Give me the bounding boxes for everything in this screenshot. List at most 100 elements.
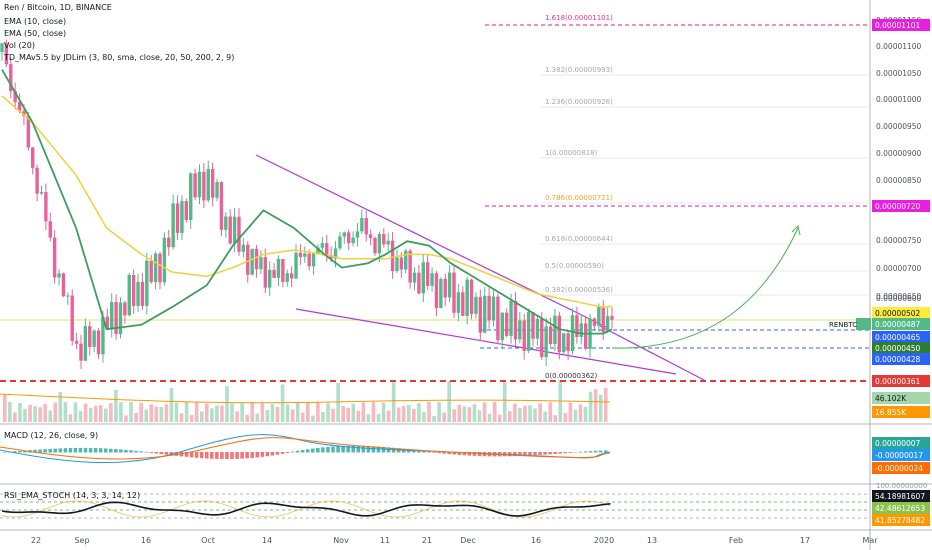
candle-body (390, 240, 395, 272)
price-tag-2: 0.00000502 (875, 309, 921, 318)
macd-histogram-bar (119, 449, 123, 453)
candle-body (158, 253, 162, 283)
macd-histogram-bar (568, 452, 573, 453)
candle-body (294, 252, 298, 279)
volume-bar (43, 403, 47, 422)
macd-value-bg (872, 462, 930, 474)
volume-bar (285, 404, 290, 422)
volume-bar (306, 402, 310, 422)
candle-body (52, 237, 57, 278)
volume-bar (316, 402, 320, 422)
candle-body (184, 201, 189, 220)
price-tag-bg (872, 353, 930, 365)
volume-bar (23, 409, 27, 422)
macd-histogram-bar (588, 451, 593, 453)
volume-bar (280, 384, 285, 422)
candle-body (232, 216, 237, 244)
macd-histogram-bar (114, 449, 118, 453)
macd-histogram-bar (290, 451, 295, 453)
volume-bar (230, 403, 234, 422)
volume-bar (73, 402, 78, 422)
price-tick-6: 0.00000850 (876, 176, 922, 185)
rsi-value-2: 41.85278482 (875, 516, 925, 525)
candle-body (465, 279, 469, 316)
volume-bar (300, 412, 305, 422)
candle-body (399, 257, 404, 270)
volume-bar (174, 402, 179, 422)
price-tag-9: 16.855K (875, 408, 907, 417)
price-tag-4: 0.00000465 (875, 333, 921, 342)
macd-histogram-bar (159, 452, 164, 455)
candle-body (92, 330, 96, 347)
volume-ma-line (0, 393, 611, 404)
candle-body (17, 102, 22, 112)
macd-histogram-bar (351, 445, 355, 453)
volume-bar (492, 402, 497, 422)
candle-body (61, 273, 66, 297)
candle-body (210, 168, 215, 198)
candle-body (496, 296, 500, 341)
volume-bar (235, 411, 239, 422)
volume-bar (255, 413, 260, 422)
ema10-line (1, 69, 613, 335)
fib-label-4: 0.786(0.00000721) (545, 194, 613, 202)
macd-histogram-bar (381, 446, 386, 453)
fib-label-7: 0.382(0.00000536) (545, 286, 613, 294)
macd-histogram-bar (295, 450, 300, 453)
candle-body (377, 234, 382, 254)
macd-histogram-bar (199, 452, 204, 459)
macd-histogram-bar (33, 449, 37, 453)
macd-histogram-bar (194, 452, 199, 458)
volume-bar (78, 410, 83, 422)
volume-bar (432, 415, 436, 422)
candle-body (285, 273, 289, 282)
rsi-value-bg (872, 502, 930, 514)
legend-ema50: EMA (50, close) (4, 29, 66, 38)
volume-bar (265, 410, 270, 422)
candle-body (118, 302, 123, 335)
rsi-top: 100.00000000 (876, 482, 927, 490)
rsi-line (1, 501, 611, 517)
volume-bar (134, 412, 138, 422)
macd-histogram-bar (467, 452, 472, 456)
price-tick-4: 0.00000950 (876, 122, 922, 131)
volume-bar (452, 409, 457, 422)
macd-histogram-bar (245, 452, 249, 459)
price-tick-9: 0.00000700 (876, 264, 922, 273)
volume-bar (119, 402, 123, 422)
candle-body (4, 43, 9, 65)
volume-bar (129, 402, 133, 422)
volume-bar (326, 403, 330, 422)
candle-body (469, 279, 474, 314)
candle-body (197, 171, 202, 198)
candle-body (500, 312, 504, 341)
wedge-extension (599, 325, 707, 382)
time-tick-5: Nov (333, 536, 349, 545)
macd-histogram-bar (341, 445, 345, 453)
candle-body (140, 281, 145, 306)
macd-histogram-bar (371, 446, 376, 453)
price-tag-1: 0.00000720 (875, 202, 921, 211)
price-tag-bg (872, 375, 930, 387)
candle-body (228, 216, 232, 244)
candle-body (509, 300, 513, 336)
macd-histogram-bar (462, 452, 467, 456)
time-tick-13: 17 (800, 536, 810, 545)
macd-histogram-bar (250, 452, 254, 458)
macd-histogram-bar (124, 449, 128, 453)
candle-body (483, 295, 487, 333)
volume-bar (295, 402, 300, 422)
projection-curve (611, 227, 799, 349)
volume-bar (109, 403, 113, 422)
macd-histogram-bar (578, 451, 583, 453)
candle-body (518, 320, 522, 340)
macd-histogram-bar (38, 449, 42, 453)
macd-histogram-bar (523, 452, 527, 456)
volume-bar (215, 405, 219, 422)
wedge-lower (295, 308, 677, 375)
time-tick-8: Dec (460, 536, 475, 545)
candle-body (215, 182, 219, 198)
ema50-line (1, 95, 613, 308)
volume-bar (250, 402, 255, 422)
